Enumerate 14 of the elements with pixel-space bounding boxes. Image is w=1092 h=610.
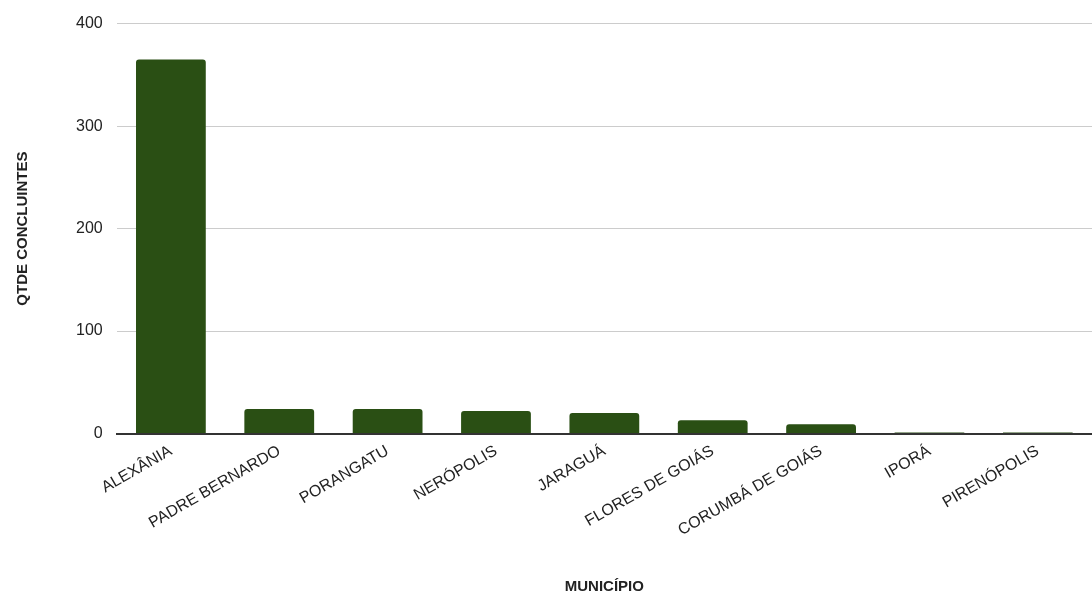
- x-axis-title: MUNICÍPIO: [564, 577, 645, 595]
- y-tick-label: 100: [75, 321, 103, 339]
- bar: [135, 59, 206, 434]
- bar: [786, 424, 856, 434]
- y-axis-title: QTDE CONCLUINTES: [13, 151, 31, 306]
- y-tick-label: 400: [75, 14, 103, 32]
- y-tick-label: 300: [75, 116, 103, 134]
- bar: [244, 408, 315, 434]
- bar: [569, 413, 640, 434]
- bar: [461, 411, 531, 434]
- bar: [352, 408, 423, 434]
- bar: [677, 420, 748, 434]
- y-tick-label: 200: [75, 219, 103, 236]
- y-tick-label: 0: [93, 423, 103, 441]
